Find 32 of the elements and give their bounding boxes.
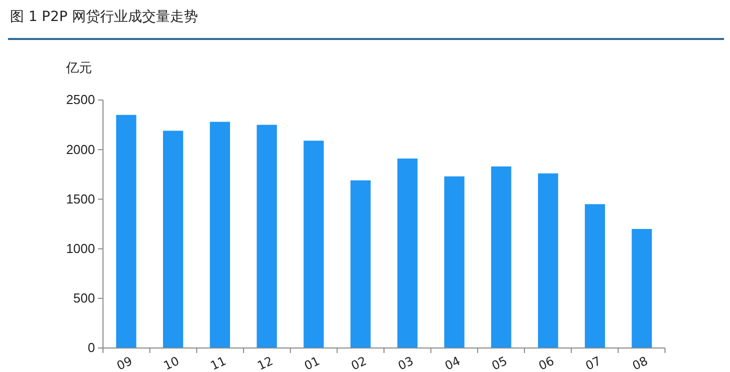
x-tick-label: 10 <box>162 354 182 372</box>
y-tick-label: 500 <box>73 290 95 306</box>
x-tick-label: 05 <box>490 354 510 372</box>
y-tick-label: 2500 <box>66 92 95 108</box>
x-tick-label: 12 <box>255 354 276 372</box>
chart-title: 图 1 P2P 网贷行业成交量走势 <box>10 9 198 25</box>
x-tick-label: 02 <box>348 354 369 372</box>
bar <box>256 124 277 348</box>
y-tick-label: 2000 <box>66 142 95 157</box>
bar <box>632 228 652 348</box>
x-tick-label: 08 <box>630 354 650 372</box>
bar <box>538 173 558 348</box>
x-tick-label: 11 <box>208 354 228 372</box>
x-tick-label: 06 <box>536 354 556 372</box>
x-tick-label: 03 <box>396 354 416 372</box>
y-tick-label: 0 <box>88 340 95 356</box>
bar <box>491 166 512 348</box>
bar <box>444 176 464 348</box>
bar <box>116 114 136 348</box>
x-tick-label: 04 <box>442 354 462 372</box>
x-tick-label: 07 <box>583 354 604 372</box>
y-axis-title: 亿元 <box>65 61 92 76</box>
bar <box>350 180 371 348</box>
bar <box>584 204 606 348</box>
bar <box>397 158 418 348</box>
bar <box>304 140 324 348</box>
y-tick-label: 1000 <box>66 240 95 256</box>
x-tick-label: 09 <box>114 354 134 372</box>
x-tick-label: 01 <box>302 354 322 372</box>
bar <box>162 130 184 348</box>
bar <box>210 122 230 348</box>
y-tick-label: 1500 <box>66 191 95 206</box>
